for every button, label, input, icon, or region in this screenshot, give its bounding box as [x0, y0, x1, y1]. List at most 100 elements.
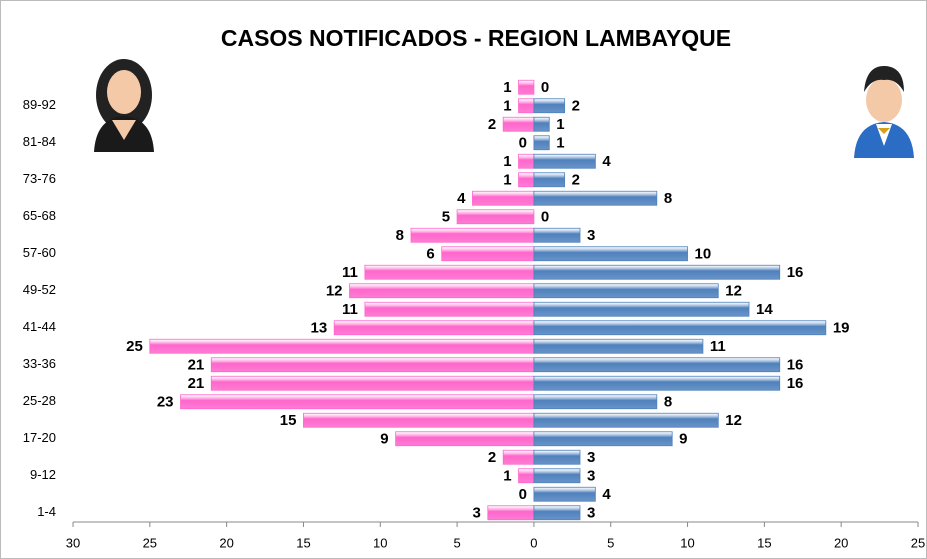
x-tick-label: 5 [453, 535, 460, 550]
value-label: 0 [519, 486, 527, 503]
y-tick-label: 41-44 [23, 319, 56, 334]
bar [150, 339, 534, 353]
bar [503, 450, 534, 464]
bar [442, 247, 534, 261]
value-label: 15 [280, 412, 297, 429]
bar [534, 302, 749, 316]
value-label: 16 [787, 375, 804, 392]
y-tick-label: 49-52 [23, 282, 56, 297]
chart: CASOS NOTIFICADOS - REGION LAMBAYQUE 3 0 2… [0, 0, 927, 559]
x-tick-label: 20 [834, 535, 848, 550]
bar [534, 117, 549, 131]
bar [534, 173, 565, 187]
bar [488, 506, 534, 520]
bar [534, 358, 780, 372]
bar [534, 506, 580, 520]
y-tick-label: 17-20 [23, 430, 56, 445]
bar [457, 210, 534, 224]
value-label: 25 [126, 338, 143, 355]
bar [534, 432, 672, 446]
value-label: 11 [710, 338, 726, 355]
bar [534, 469, 580, 483]
bar [534, 247, 688, 261]
y-tick-label: 73-76 [23, 171, 56, 186]
value-label: 11 [342, 264, 358, 281]
bar [519, 173, 534, 187]
value-label: 5 [442, 209, 450, 226]
x-tick-label: 20 [219, 535, 233, 550]
value-label: 1 [503, 468, 511, 485]
bar [534, 339, 703, 353]
value-label: 2 [572, 172, 580, 189]
value-label: 6 [426, 246, 434, 263]
y-tick-label: 9-12 [30, 467, 56, 482]
bar [365, 265, 534, 279]
value-label: 14 [756, 301, 773, 318]
bar [181, 395, 534, 409]
value-label: 8 [664, 190, 672, 207]
value-label: 1 [503, 98, 511, 115]
value-label: 3 [472, 505, 480, 522]
x-tick-label: 25 [143, 535, 157, 550]
bar [534, 487, 595, 501]
x-tick-label: 0 [530, 535, 537, 550]
bar [534, 99, 565, 113]
x-tick-label: 15 [757, 535, 771, 550]
bar [365, 302, 534, 316]
y-tick-label: 57-60 [23, 245, 56, 260]
value-label: 9 [679, 431, 687, 448]
chart-title: CASOS NOTIFICADOS - REGION LAMBAYQUE [221, 25, 731, 51]
value-label: 9 [380, 431, 388, 448]
bar [411, 228, 534, 242]
value-label: 1 [503, 79, 511, 96]
y-tick-label: 89-92 [23, 97, 56, 112]
y-tick-label: 1-4 [37, 504, 56, 519]
bar [519, 80, 534, 94]
bar [534, 228, 580, 242]
bar [534, 191, 657, 205]
bar [350, 284, 534, 298]
bar [334, 321, 534, 335]
value-label: 8 [664, 394, 672, 411]
bar [519, 99, 534, 113]
value-label: 19 [833, 320, 850, 337]
value-label: 4 [457, 190, 466, 207]
bar [534, 265, 780, 279]
value-label: 12 [725, 283, 742, 300]
value-label: 2 [488, 116, 496, 133]
value-label: 16 [787, 357, 804, 374]
value-label: 1 [556, 116, 564, 133]
x-tick-label: 10 [680, 535, 694, 550]
bar [519, 154, 534, 168]
x-tick-label: 25 [911, 535, 925, 550]
value-label: 4 [602, 153, 611, 170]
bar [211, 376, 534, 390]
bar [534, 395, 657, 409]
bar [303, 413, 533, 427]
bar [503, 117, 534, 131]
value-label: 13 [310, 320, 327, 337]
y-tick-label: 33-36 [23, 356, 56, 371]
value-label: 0 [519, 135, 527, 152]
bar [211, 358, 534, 372]
bar [534, 284, 718, 298]
y-tick-label: 81-84 [23, 134, 56, 149]
value-label: 0 [541, 79, 549, 96]
value-label: 10 [695, 246, 712, 263]
value-label: 0 [541, 209, 549, 226]
bar [534, 154, 595, 168]
value-label: 8 [396, 227, 404, 244]
female-icon [94, 59, 154, 152]
value-label: 21 [188, 375, 205, 392]
value-label: 1 [503, 153, 511, 170]
bar [534, 376, 780, 390]
value-label: 1 [503, 172, 511, 189]
value-label: 23 [157, 394, 174, 411]
value-label: 4 [602, 486, 611, 503]
bar [534, 413, 718, 427]
value-label: 3 [587, 468, 595, 485]
bar [534, 450, 580, 464]
x-tick-label: 5 [607, 535, 614, 550]
x-tick-label: 15 [296, 535, 310, 550]
value-label: 12 [725, 412, 742, 429]
